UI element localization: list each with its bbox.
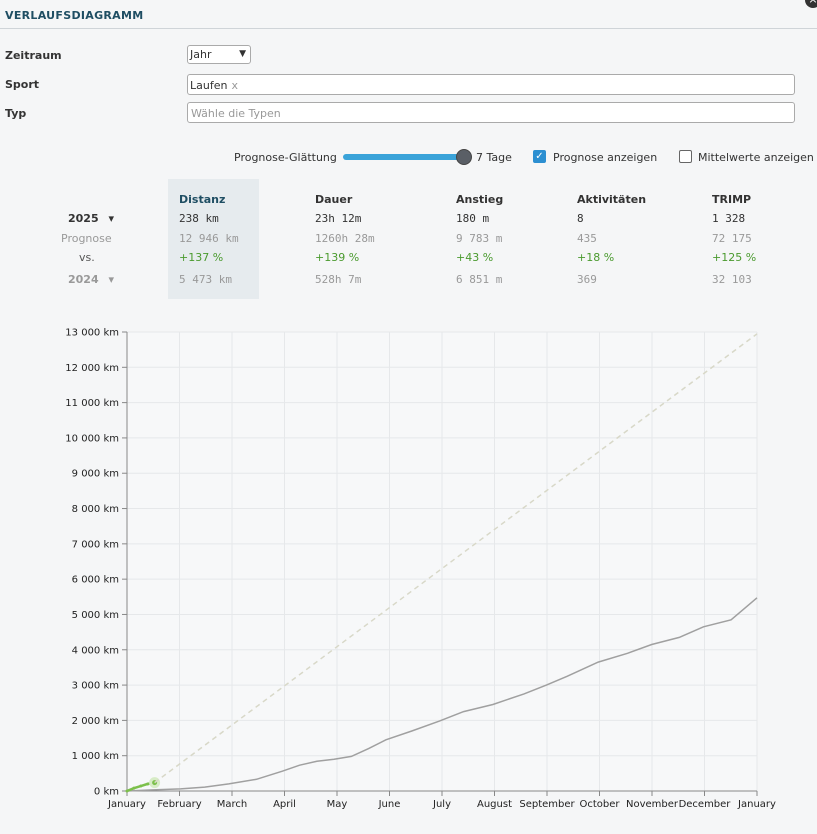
dialog-title: VERLAUFSDIAGRAMM [5,9,144,22]
x-tick-label: October [579,799,620,810]
y-tick-label: 9 000 km [72,469,119,480]
vs-elevation: +43 % [456,251,494,264]
forecast-row-label: Prognose [61,232,112,245]
forecast-line [154,333,758,784]
vs-distance: +137 % [179,251,224,264]
vs-trimp: +125 % [712,251,757,264]
x-tick-label: November [626,799,679,810]
y-tick-label: 6 000 km [72,575,119,586]
col-header-anstieg[interactable]: Anstieg [456,193,504,206]
previous-activities: 369 [577,273,597,286]
smoothing-slider-handle[interactable] [456,149,472,165]
x-tick-label: December [679,799,732,810]
current-year-point [125,789,129,793]
vs-duration: +139 % [315,251,360,264]
chevron-down-icon: ▼ [239,49,246,59]
vs-activities: +18 % [577,251,615,264]
col-header-trimp[interactable]: TRIMP [712,193,752,206]
y-tick-label: 11 000 km [65,398,119,409]
forecast-elevation: 9 783 m [456,232,503,245]
forecast-duration: 1260h 28m [315,232,375,245]
x-tick-label: September [519,799,575,810]
current-year-point [146,782,150,786]
sport-chip: Laufen x [190,79,238,92]
current-distance: 238 km [179,212,219,225]
current-activities: 8 [577,212,584,225]
sport-label: Sport [5,78,40,91]
typ-field[interactable]: Wähle die Typen [187,102,795,123]
y-tick-label: 0 km [94,787,119,798]
chart-area: 0 km 1 000 km 2 000 km 3 000 km 4 000 km 5 00… [0,318,817,834]
caret-down-icon: ▾ [108,273,114,286]
zeitraum-value: Jahr [190,48,212,61]
smoothing-label: Prognose-Glättung [234,151,337,164]
y-tick-label: 5 000 km [72,610,119,621]
col-header-aktivitaeten[interactable]: Aktivitäten [577,193,647,206]
previous-distance: 5 473 km [179,273,232,286]
cumulative-distance-chart: 0 km 1 000 km 2 000 km 3 000 km 4 000 km 5 00… [65,328,776,811]
previous-year-label: 2024 [68,273,99,286]
smoothing-slider-track[interactable] [343,154,465,160]
current-elevation: 180 m [456,212,490,225]
previous-trimp: 32 103 [712,273,752,286]
x-tick-label: July [432,799,451,810]
x-tick-label: June [378,799,401,810]
x-tick-label: August [477,799,512,810]
previous-duration: 528h 7m [315,273,362,286]
zeitraum-label: Zeitraum [5,49,62,62]
typ-placeholder: Wähle die Typen [191,107,281,120]
dialog-titlebar: VERLAUFSDIAGRAMM × [0,0,817,29]
show-forecast-checkbox[interactable]: ✓ [533,150,546,163]
previous-elevation: 6 851 m [456,273,503,286]
remove-chip-icon[interactable]: x [231,79,238,92]
show-forecast-label[interactable]: Prognose anzeigen [553,151,658,164]
y-tick-label: 13 000 km [65,328,119,339]
close-icon[interactable]: × [805,0,817,8]
col-header-distanz[interactable]: Distanz [179,193,226,206]
forecast-distance: 12 946 km [179,232,239,245]
typ-label: Typ [5,107,27,120]
y-tick-label: 3 000 km [72,681,119,692]
x-tick-label: January [737,799,776,810]
smoothing-value: 7 Tage [476,151,512,164]
current-year-label: 2025 [68,212,99,225]
current-year-point [139,784,143,788]
y-tick-label: 2 000 km [72,716,119,727]
x-tick-label: March [217,799,247,810]
vs-row-label: vs. [79,251,95,264]
distance-column-highlight [168,179,259,299]
y-tick-label: 10 000 km [65,433,119,444]
y-tick-label: 1 000 km [72,751,119,762]
current-year-point [132,786,136,790]
y-tick-label: 7 000 km [72,539,119,550]
forecast-trimp: 72 175 [712,232,752,245]
sport-chip-label: Laufen [190,79,228,92]
x-tick-label: January [107,799,146,810]
y-tick-label: 4 000 km [72,645,119,656]
previous-year-line [126,597,758,792]
x-tick-label: April [273,799,296,810]
show-averages-label[interactable]: Mittelwerte anzeigen [698,151,814,164]
x-tick-label: May [327,799,348,810]
forecast-activities: 435 [577,232,597,245]
y-tick-label: 12 000 km [65,363,119,374]
x-tick-label: February [157,799,201,810]
previous-year-selector[interactable]: 2024 ▾ [68,273,114,286]
y-tick-label: 8 000 km [72,504,119,515]
sport-field[interactable]: Laufen x [187,74,795,95]
current-year-selector[interactable]: 2025 ▾ [68,212,114,225]
col-header-dauer[interactable]: Dauer [315,193,353,206]
caret-down-icon: ▾ [108,212,114,225]
zeitraum-select[interactable]: Jahr ▼ [187,45,251,64]
show-averages-checkbox[interactable] [679,150,692,163]
current-trimp: 1 328 [712,212,746,225]
current-duration: 23h 12m [315,212,362,225]
